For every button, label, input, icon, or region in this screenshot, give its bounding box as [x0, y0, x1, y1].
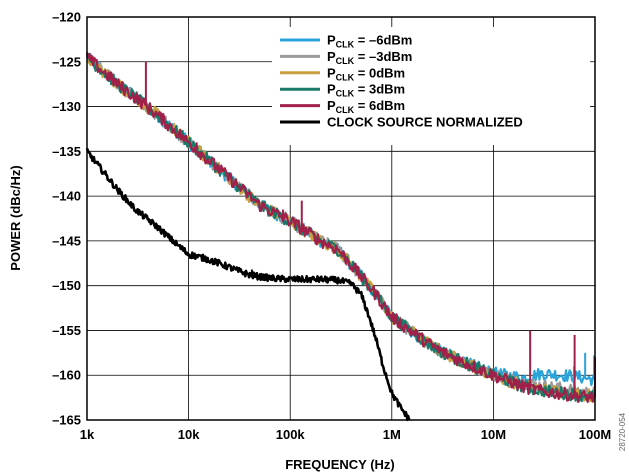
y-tick-label: –140	[52, 189, 81, 204]
y-tick-label: –130	[52, 99, 81, 114]
y-tick-label: –160	[52, 368, 81, 383]
plot-frame	[86, 16, 596, 421]
y-tick-label: –135	[52, 144, 81, 159]
x-tick-label: 100k	[276, 427, 306, 442]
series-layer	[85, 51, 597, 422]
legend-label: PCLK = 6dBm	[327, 98, 405, 115]
series-line	[85, 52, 596, 403]
y-tick-label: –165	[52, 413, 81, 428]
x-tick-label: 10M	[481, 427, 506, 442]
x-axis-title: FREQUENCY (Hz)	[285, 457, 395, 472]
y-axis-title: POWER (dBc/Hz)	[8, 165, 23, 270]
y-tick-labels: –165 –160 –155 –150 –145 –140 –135 –130 –125 –120	[52, 10, 81, 428]
legend-label: PCLK = –6dBm	[327, 33, 412, 50]
side-code: 28720-054	[618, 412, 627, 451]
x-tick-label: 1k	[80, 427, 95, 442]
legend-label: CLOCK SOURCE NORMALIZED	[327, 115, 523, 130]
y-tick-label: –120	[52, 10, 81, 25]
y-tick-label: –145	[52, 233, 81, 248]
x-tick-labels: 1k 10k 100k 1M 10M 100M	[80, 427, 612, 442]
legend-label: PCLK = –3dBm	[327, 49, 412, 66]
series-line	[85, 147, 411, 422]
y-tick-label: –150	[52, 278, 81, 293]
y-tick-label: –125	[52, 54, 81, 69]
legend-label: PCLK = 3dBm	[327, 82, 405, 99]
x-tick-label: 100M	[579, 427, 612, 442]
x-tick-label: 10k	[178, 427, 200, 442]
legend-box	[272, 27, 590, 145]
x-tick-label: 1M	[383, 427, 401, 442]
y-tick-label: –155	[52, 323, 81, 338]
legend-label: PCLK = 0dBm	[327, 65, 405, 82]
